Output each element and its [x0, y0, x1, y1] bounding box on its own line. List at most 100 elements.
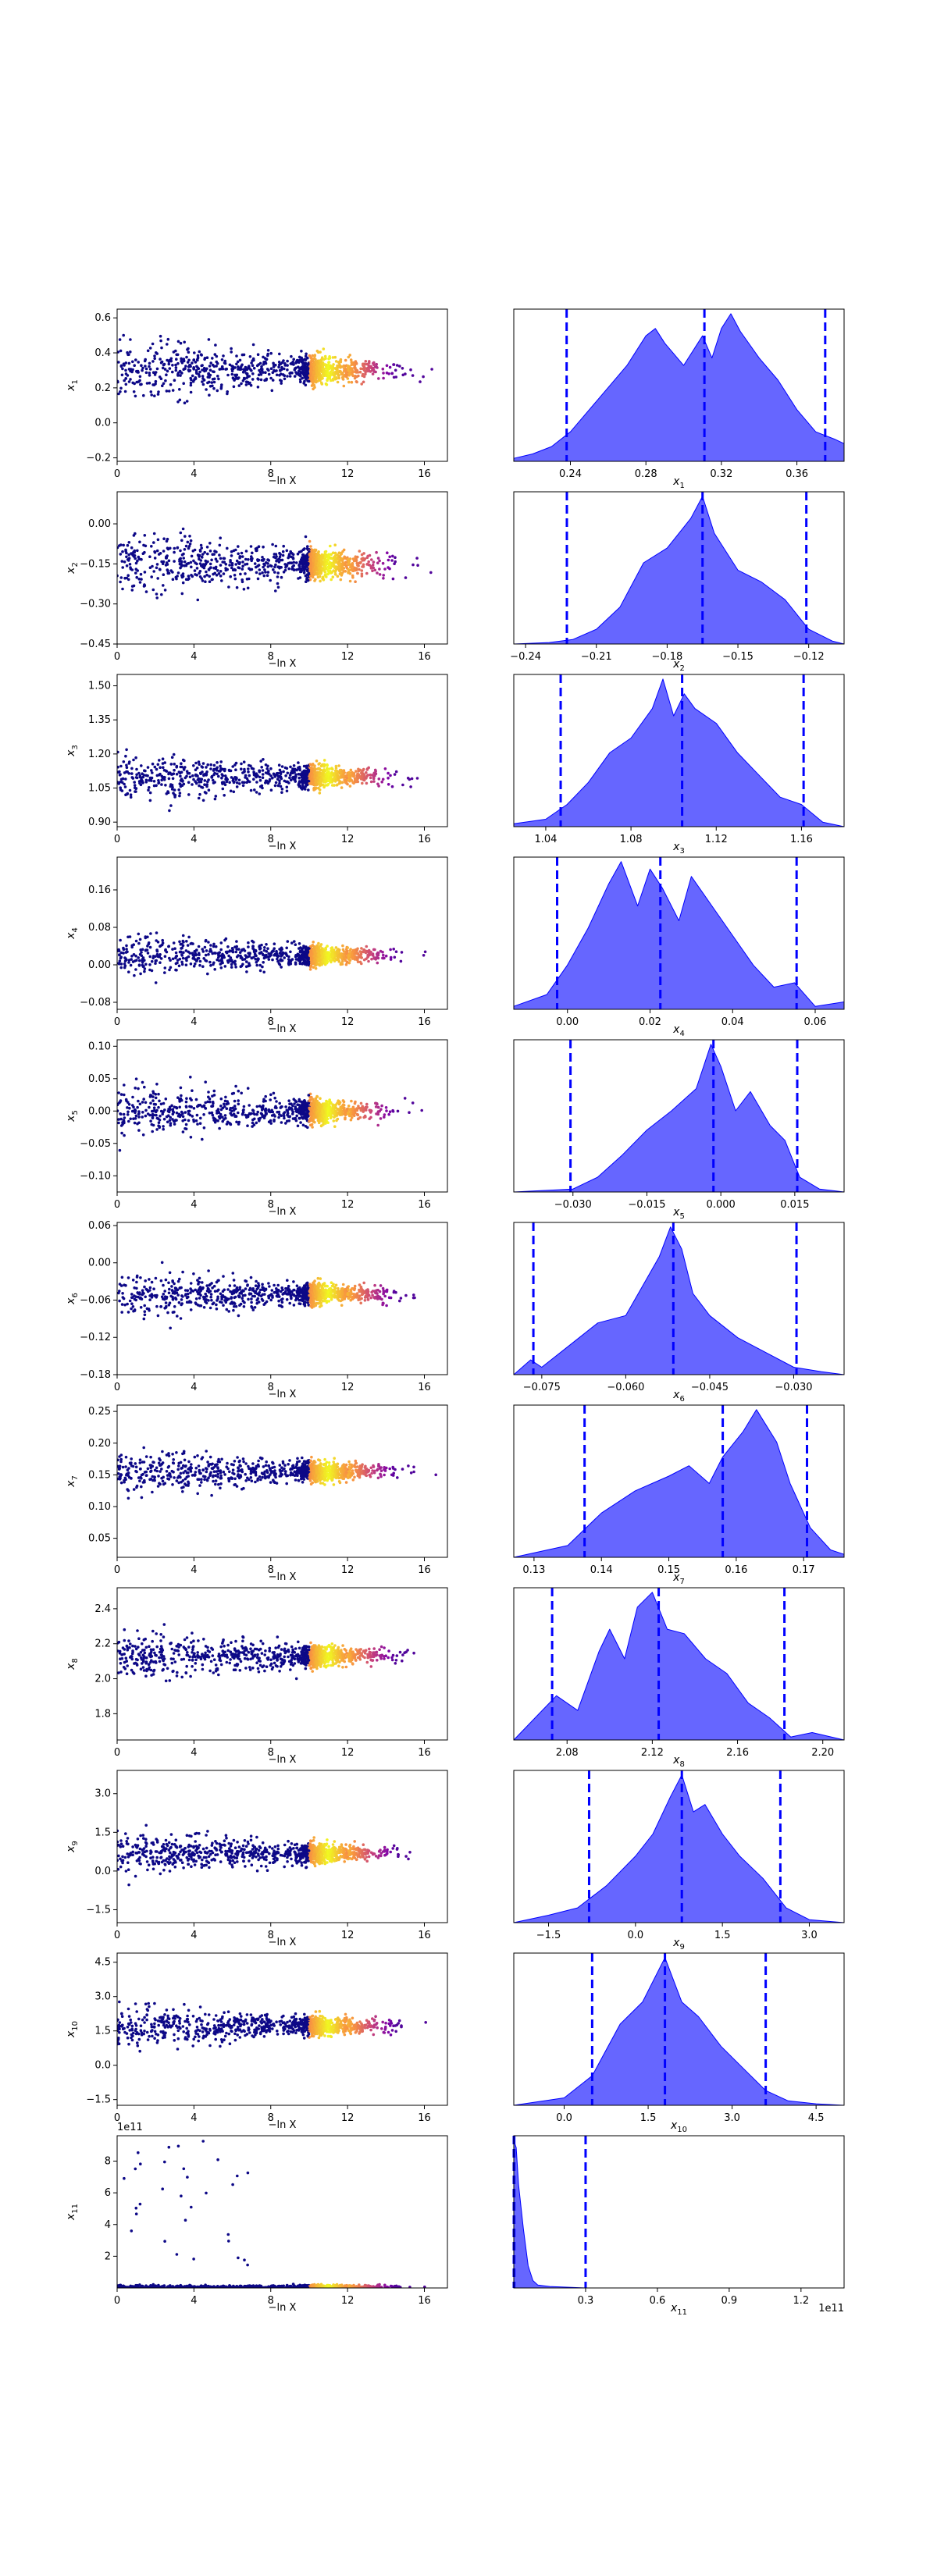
- trace-point: [117, 949, 121, 952]
- trace-point: [138, 775, 142, 779]
- trace-point: [124, 957, 127, 960]
- trace-point: [195, 767, 199, 770]
- trace-point: [163, 966, 167, 970]
- trace-point: [280, 372, 283, 376]
- trace-point: [262, 363, 265, 366]
- trace-point: [149, 932, 152, 935]
- trace-point: [137, 1129, 141, 1132]
- trace-point: [394, 560, 397, 564]
- trace-point: [351, 557, 355, 560]
- trace-point: [307, 962, 311, 966]
- trace-point: [218, 1126, 221, 1130]
- trace-point: [240, 580, 244, 584]
- trace-point: [312, 560, 315, 563]
- trace-point: [372, 560, 376, 564]
- trace-point: [322, 372, 326, 376]
- trace-point: [155, 352, 159, 355]
- trace-point: [264, 771, 268, 774]
- trace-point: [312, 371, 316, 375]
- trace-point: [294, 780, 297, 783]
- trace-point: [327, 779, 330, 783]
- trace-point: [173, 1105, 176, 1108]
- trace-point: [134, 561, 138, 565]
- trace-point: [316, 551, 320, 554]
- trace-point: [265, 767, 269, 770]
- trace-point: [337, 778, 340, 782]
- trace-point: [214, 557, 218, 560]
- trace-point: [225, 1123, 229, 1126]
- trace-point: [187, 781, 191, 785]
- trace-point: [242, 588, 246, 591]
- trace-point: [169, 569, 173, 572]
- trace-point: [324, 565, 327, 568]
- trace-point: [134, 1077, 138, 1080]
- trace-point: [129, 963, 133, 967]
- trace-point: [157, 779, 160, 782]
- trace-point: [255, 571, 258, 575]
- trace-point: [322, 370, 326, 373]
- trace-point: [306, 368, 310, 371]
- trace-point: [376, 782, 379, 786]
- trace-point: [191, 575, 194, 578]
- x-tick-label: −0.18: [651, 651, 682, 663]
- trace-point: [135, 959, 138, 962]
- trace-point: [362, 778, 366, 782]
- y-tick-label: 0.16: [88, 884, 111, 896]
- trace-point: [344, 560, 348, 564]
- trace-point: [150, 575, 153, 578]
- trace-point: [381, 367, 385, 371]
- trace-point: [368, 951, 371, 955]
- trace-point: [249, 383, 253, 387]
- trace-point: [389, 774, 392, 777]
- trace-point: [277, 557, 281, 560]
- trace-point: [364, 372, 367, 376]
- trace-point: [139, 972, 142, 976]
- trace-point: [233, 945, 237, 948]
- trace-point: [151, 956, 155, 960]
- trace-point: [365, 768, 369, 771]
- trace-point: [376, 961, 379, 965]
- x-tick-label: 16: [418, 834, 431, 845]
- trace-point: [187, 546, 191, 550]
- y-tick-label: −0.15: [80, 558, 111, 570]
- trace-point: [314, 966, 318, 970]
- trace-point: [184, 544, 188, 548]
- x-tick-label: 12: [341, 468, 354, 480]
- trace-point: [122, 760, 126, 763]
- trace-point: [208, 393, 211, 397]
- trace-point: [262, 371, 265, 374]
- trace-point: [246, 586, 250, 590]
- trace-point: [403, 1097, 407, 1100]
- trace-point: [185, 940, 188, 943]
- trace-point: [294, 958, 298, 961]
- trace-point: [282, 952, 285, 955]
- trace-point: [422, 954, 426, 957]
- trace-points: [117, 748, 419, 813]
- trace-point: [189, 560, 193, 564]
- trace-point: [202, 1126, 206, 1130]
- trace-point: [348, 952, 352, 955]
- trace-point: [384, 954, 388, 958]
- trace-point: [155, 566, 159, 570]
- trace-point: [381, 561, 385, 565]
- trace-point: [211, 553, 215, 556]
- trace-point: [226, 945, 230, 948]
- trace-point: [119, 773, 122, 776]
- trace-point: [342, 950, 346, 953]
- trace-point: [362, 362, 365, 366]
- trace-point: [329, 544, 332, 548]
- trace-point: [204, 580, 207, 583]
- trace-point: [176, 571, 180, 575]
- trace-point: [199, 559, 203, 562]
- trace-point: [125, 551, 128, 555]
- trace-point: [313, 954, 316, 958]
- trace-point: [245, 578, 249, 581]
- trace-point: [349, 768, 353, 772]
- trace-point: [169, 804, 173, 807]
- trace-point: [277, 560, 281, 564]
- trace-point: [205, 546, 209, 549]
- trace-point: [411, 1101, 415, 1105]
- trace-point: [398, 365, 401, 368]
- trace-point: [256, 386, 260, 389]
